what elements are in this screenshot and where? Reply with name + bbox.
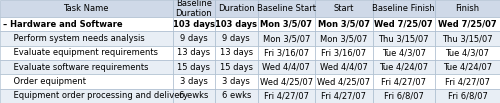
Bar — [215, 0, 258, 17]
Bar — [315, 46, 372, 60]
Bar — [215, 17, 258, 31]
Bar — [372, 60, 435, 74]
Bar — [258, 0, 315, 17]
Text: Duration: Duration — [218, 4, 254, 13]
Bar — [435, 60, 500, 74]
Text: 13 days: 13 days — [220, 48, 253, 57]
Text: Wed 7/25/07: Wed 7/25/07 — [438, 20, 497, 29]
Bar — [172, 60, 215, 74]
Text: 13 days: 13 days — [177, 48, 210, 57]
Text: Fri 3/16/07: Fri 3/16/07 — [264, 48, 309, 57]
Text: Baseline Finish: Baseline Finish — [372, 4, 435, 13]
Bar — [372, 0, 435, 17]
Bar — [215, 46, 258, 60]
Bar — [258, 74, 315, 89]
Text: Baseline
Duration: Baseline Duration — [176, 0, 212, 18]
Bar — [435, 0, 500, 17]
Text: Mon 3/5/07: Mon 3/5/07 — [320, 34, 368, 43]
Bar — [0, 46, 172, 60]
Text: 6 ewks: 6 ewks — [179, 91, 208, 100]
Text: Mon 3/5/07: Mon 3/5/07 — [262, 34, 310, 43]
Text: 9 days: 9 days — [222, 34, 250, 43]
Bar — [372, 46, 435, 60]
Bar — [215, 60, 258, 74]
Bar — [0, 60, 172, 74]
Text: Start: Start — [334, 4, 354, 13]
Text: Tue 4/24/07: Tue 4/24/07 — [379, 63, 428, 72]
Bar — [0, 0, 172, 17]
Bar — [0, 89, 172, 103]
Text: Wed 4/25/07: Wed 4/25/07 — [317, 77, 370, 86]
Bar — [435, 89, 500, 103]
Bar — [258, 17, 315, 31]
Text: Wed 7/25/07: Wed 7/25/07 — [374, 20, 433, 29]
Text: 103 days: 103 days — [215, 20, 257, 29]
Text: – Hardware and Software: – Hardware and Software — [3, 20, 122, 29]
Bar — [372, 89, 435, 103]
Text: Fri 4/27/07: Fri 4/27/07 — [445, 77, 490, 86]
Bar — [315, 31, 372, 46]
Bar — [435, 74, 500, 89]
Bar — [215, 74, 258, 89]
Bar — [315, 74, 372, 89]
Text: Evaluate equipment requirements: Evaluate equipment requirements — [3, 48, 158, 57]
Text: Fri 4/27/07: Fri 4/27/07 — [382, 77, 426, 86]
Bar — [0, 17, 172, 31]
Text: Tue 4/24/07: Tue 4/24/07 — [443, 63, 492, 72]
Text: Equipment order processing and delivery: Equipment order processing and delivery — [3, 91, 188, 100]
Bar — [172, 17, 215, 31]
Bar — [372, 17, 435, 31]
Text: 15 days: 15 days — [177, 63, 210, 72]
Text: Tue 4/3/07: Tue 4/3/07 — [382, 48, 426, 57]
Text: Task Name: Task Name — [64, 4, 109, 13]
Bar — [435, 17, 500, 31]
Bar — [0, 31, 172, 46]
Bar — [172, 89, 215, 103]
Bar — [435, 31, 500, 46]
Text: Wed 4/4/07: Wed 4/4/07 — [262, 63, 310, 72]
Bar — [258, 31, 315, 46]
Text: Order equipment: Order equipment — [3, 77, 86, 86]
Text: Thu 3/15/07: Thu 3/15/07 — [442, 34, 493, 43]
Bar — [435, 46, 500, 60]
Bar — [172, 46, 215, 60]
Text: 15 days: 15 days — [220, 63, 253, 72]
Bar — [172, 31, 215, 46]
Bar — [315, 89, 372, 103]
Text: Finish: Finish — [456, 4, 479, 13]
Text: Fri 4/27/07: Fri 4/27/07 — [264, 91, 309, 100]
Text: Fri 6/8/07: Fri 6/8/07 — [448, 91, 488, 100]
Text: Fri 6/8/07: Fri 6/8/07 — [384, 91, 424, 100]
Text: Fri 3/16/07: Fri 3/16/07 — [321, 48, 366, 57]
Bar — [258, 60, 315, 74]
Bar — [372, 31, 435, 46]
Text: Fri 4/27/07: Fri 4/27/07 — [321, 91, 366, 100]
Bar — [315, 17, 372, 31]
Bar — [315, 60, 372, 74]
Text: Mon 3/5/07: Mon 3/5/07 — [260, 20, 312, 29]
Bar — [258, 46, 315, 60]
Bar — [172, 0, 215, 17]
Bar — [0, 74, 172, 89]
Text: Wed 4/25/07: Wed 4/25/07 — [260, 77, 313, 86]
Text: 9 days: 9 days — [180, 34, 208, 43]
Bar — [215, 31, 258, 46]
Text: 103 days: 103 days — [173, 20, 214, 29]
Text: Perform system needs analysis: Perform system needs analysis — [3, 34, 145, 43]
Bar — [372, 74, 435, 89]
Bar — [172, 74, 215, 89]
Text: Mon 3/5/07: Mon 3/5/07 — [318, 20, 370, 29]
Text: Wed 4/4/07: Wed 4/4/07 — [320, 63, 368, 72]
Bar — [315, 0, 372, 17]
Text: Tue 4/3/07: Tue 4/3/07 — [446, 48, 490, 57]
Text: 6 ewks: 6 ewks — [222, 91, 251, 100]
Bar — [215, 89, 258, 103]
Bar — [258, 89, 315, 103]
Text: 3 days: 3 days — [222, 77, 250, 86]
Text: 3 days: 3 days — [180, 77, 208, 86]
Text: Evaluate software requirements: Evaluate software requirements — [3, 63, 148, 72]
Text: Thu 3/15/07: Thu 3/15/07 — [378, 34, 429, 43]
Text: Baseline Start: Baseline Start — [257, 4, 316, 13]
